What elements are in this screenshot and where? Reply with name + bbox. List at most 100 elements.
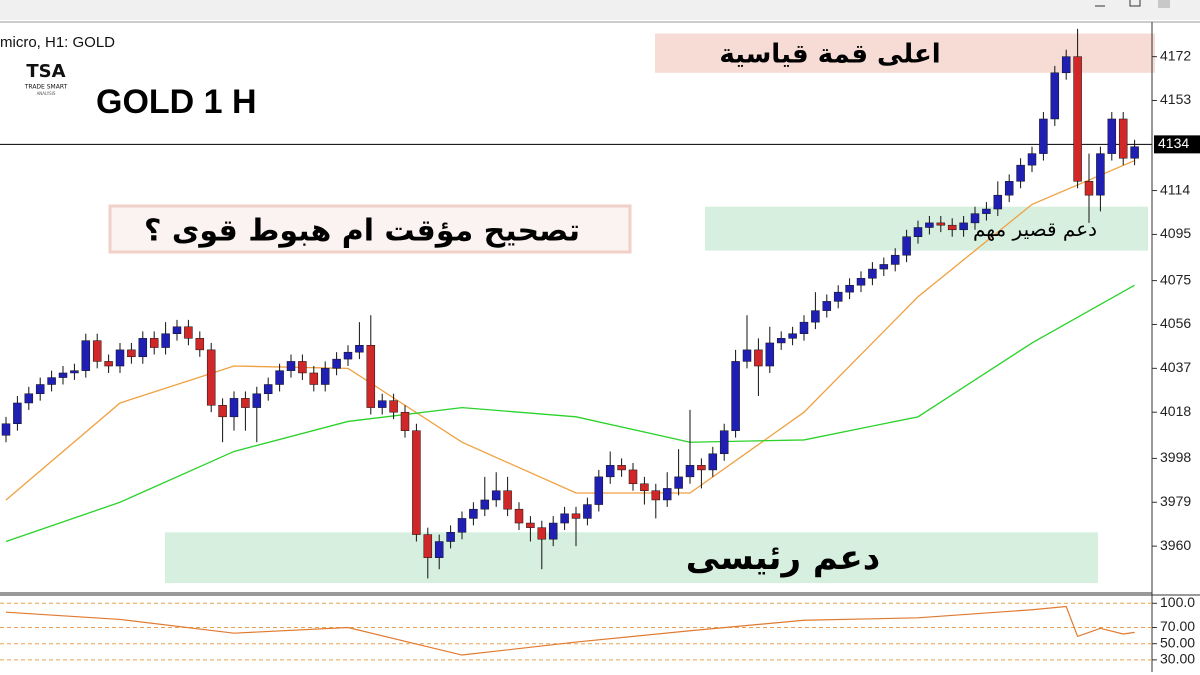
candle-body: [811, 310, 820, 323]
candle-body: [947, 224, 957, 231]
candle-body: [1004, 181, 1014, 196]
candle-body: [890, 254, 900, 265]
candle-body: [765, 342, 775, 367]
close-button[interactable]: [1158, 0, 1170, 8]
candle-body: [13, 402, 22, 425]
current-price-label: 4134: [1158, 135, 1189, 151]
y-tick-label: 4153: [1160, 91, 1191, 107]
candle-body: [469, 508, 478, 519]
candle-body: [868, 268, 877, 279]
candle-body: [366, 345, 376, 408]
y-tick-label: 3960: [1160, 537, 1191, 553]
candle-body: [115, 349, 125, 367]
candle-body: [320, 368, 330, 385]
candle-body: [628, 469, 638, 485]
zone-label: دعم قصير مهم: [973, 217, 1097, 241]
candle-body: [70, 370, 79, 374]
y-tick-label: 4095: [1160, 225, 1191, 241]
candle-body: [423, 534, 433, 558]
chart-title: GOLD 1 H: [96, 83, 257, 121]
candle-body: [161, 333, 170, 348]
zone-label: اعلى قمة قياسية: [719, 40, 940, 70]
candle-body: [24, 393, 34, 404]
candle-body: [799, 321, 809, 334]
y-tick-label: 4114: [1160, 181, 1190, 197]
question-box: [108, 204, 632, 254]
candle-body: [184, 326, 193, 339]
candle-body: [400, 411, 410, 431]
y-tick-label: 4037: [1160, 359, 1191, 375]
candle-body: [229, 398, 239, 418]
logo-tagline: ANALYSIS: [37, 91, 56, 96]
candle-body: [309, 372, 319, 385]
candle-body: [617, 465, 626, 471]
y-tick-label: 3998: [1160, 449, 1191, 465]
y-tick-label: 4075: [1160, 271, 1191, 287]
indicator-tick-label: 100.0: [1160, 594, 1195, 610]
candle-body: [754, 349, 763, 367]
candle-body: [651, 490, 661, 501]
candle-body: [503, 490, 512, 510]
candle-body: [571, 513, 581, 519]
zone: [655, 33, 1155, 73]
zone-label: دعم رئيسى: [686, 538, 880, 578]
symbol-label: micro, H1: GOLD: [0, 34, 115, 51]
candle-body: [1027, 153, 1037, 166]
candle-body: [1039, 118, 1048, 154]
logo-mark: TSA: [26, 61, 65, 82]
candle-body: [1118, 118, 1128, 159]
candle-body: [776, 338, 786, 344]
candle-body: [708, 453, 718, 471]
candle-body: [1061, 56, 1071, 74]
candle-body: [788, 333, 797, 339]
candle-body: [81, 340, 91, 371]
candle-body: [412, 430, 421, 535]
moving-average: [5, 159, 1135, 501]
candle-body: [742, 349, 752, 362]
candle-body: [286, 361, 296, 371]
candle-body: [92, 340, 102, 362]
candle-body: [491, 490, 501, 501]
candle-body: [560, 513, 569, 524]
zones: [165, 33, 1155, 584]
candle-body: [822, 301, 832, 311]
candle-body: [731, 361, 740, 431]
question: تصحيح مؤقت ام هبوط قوى ؟: [144, 214, 580, 249]
candle-body: [298, 361, 307, 374]
candle-body: [594, 476, 604, 505]
candle-body: [195, 338, 205, 351]
candle-body: [526, 522, 535, 528]
indicator-tick-label: 70.00: [1160, 618, 1195, 634]
candle-body: [263, 384, 273, 394]
candle-body: [605, 465, 615, 478]
candle-body: [1096, 153, 1105, 196]
candle-body: [1016, 164, 1025, 182]
candle-body: [252, 393, 262, 408]
candle-body: [434, 541, 444, 558]
plot: [0, 28, 1152, 579]
candle-body: [902, 236, 911, 256]
logo-name: TRADE SMART: [24, 84, 68, 91]
candle-body: [241, 398, 250, 408]
candle-body: [833, 291, 843, 302]
candle-body: [172, 326, 182, 334]
maximize-button[interactable]: [1129, 0, 1141, 7]
candle-body: [332, 358, 341, 369]
candle-body: [685, 465, 695, 478]
moving-average: [5, 284, 1135, 543]
candle-body: [343, 351, 353, 360]
candle-body: [1084, 181, 1094, 196]
y-tick-label: 4172: [1160, 47, 1191, 63]
candle-body: [697, 465, 706, 471]
candle-body: [970, 213, 980, 224]
zone: [165, 532, 1098, 584]
candle-body: [1, 423, 11, 436]
y-tick-label: 4056: [1160, 315, 1191, 331]
candle-body: [377, 400, 387, 408]
candle-body: [138, 338, 148, 358]
candle-body: [1073, 56, 1082, 182]
candle-body: [982, 208, 991, 214]
candle-body: [537, 527, 547, 540]
candle-body: [446, 532, 455, 542]
candle-body: [355, 345, 364, 353]
